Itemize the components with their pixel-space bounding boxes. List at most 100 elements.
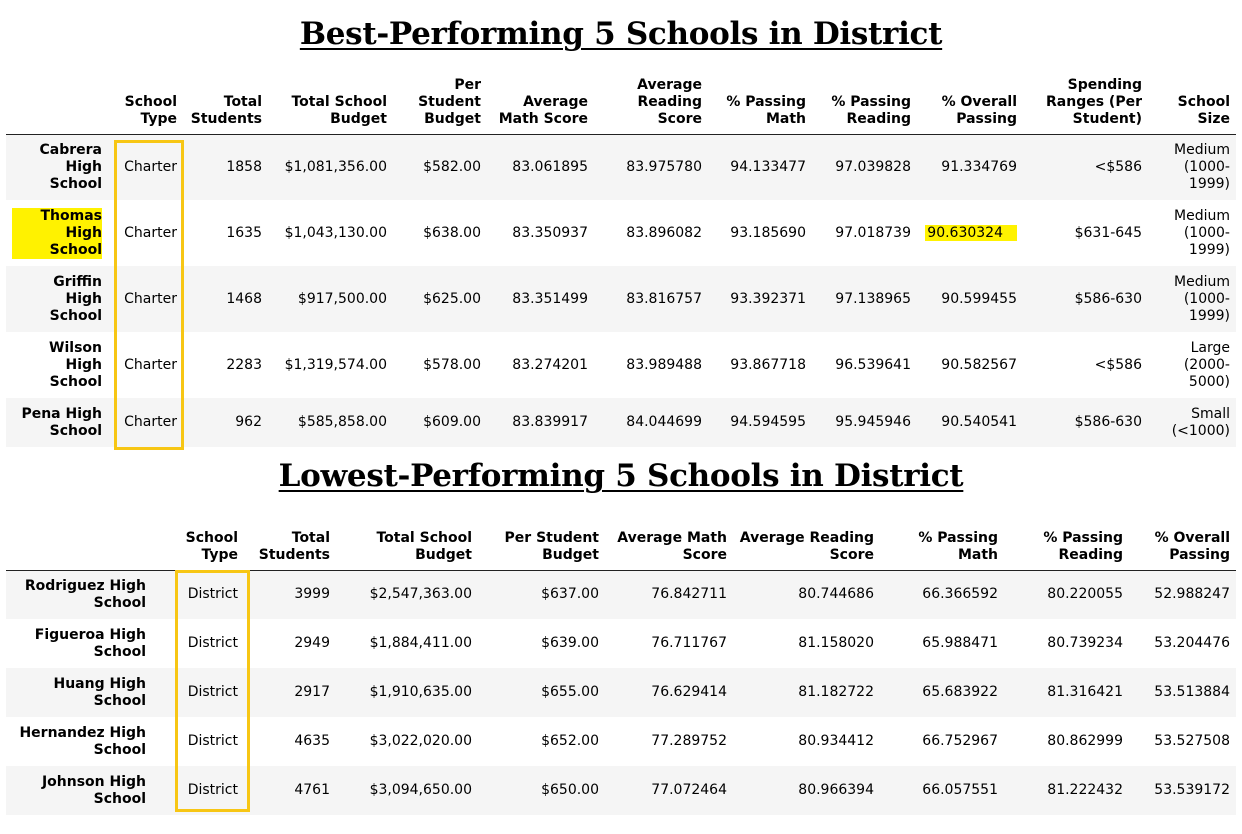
school-type: Charter xyxy=(124,414,177,430)
pct-passing-reading: 97.138965 xyxy=(835,290,911,307)
pct-overall-passing: 90.582567 xyxy=(941,356,1017,373)
table-row: Hernandez High School District 4635 $3,0… xyxy=(6,717,1236,766)
school-size: Medium (1000-1999) xyxy=(1174,207,1230,258)
column-header: % Overall Passing xyxy=(1154,529,1230,563)
pct-passing-reading: 97.018739 xyxy=(835,224,911,241)
per-student-budget: $652.00 xyxy=(541,733,599,749)
column-header: Average Math Score xyxy=(617,529,727,563)
avg-math-score: 83.061895 xyxy=(512,158,588,175)
avg-reading-score: 83.816757 xyxy=(626,290,702,307)
pct-passing-reading: 97.039828 xyxy=(835,158,911,175)
school-name: Cabrera High School xyxy=(39,141,103,192)
column-header: Total School Budget xyxy=(291,93,387,127)
pct-passing-reading: 96.539641 xyxy=(835,356,911,373)
avg-reading-score: 80.966394 xyxy=(798,782,874,798)
school-type: District xyxy=(187,733,238,749)
table-row: Johnson High School District 4761 $3,094… xyxy=(6,766,1236,815)
table-row: Pena High School Charter 962 $585,858.00… xyxy=(6,398,1236,447)
pct-passing-reading: 81.316421 xyxy=(1047,684,1123,700)
total-budget: $585,858.00 xyxy=(297,414,387,430)
school-type: Charter xyxy=(124,158,177,175)
table-header-row: School Type Total Students Total School … xyxy=(6,520,1236,570)
pct-passing-math: 94.594595 xyxy=(730,414,806,430)
school-name: Griffin High School xyxy=(49,273,102,324)
school-size: Medium (1000-1999) xyxy=(1174,141,1230,192)
avg-math-score: 77.289752 xyxy=(651,733,727,749)
bottom-table-title: Lowest-Performing 5 Schools in District xyxy=(278,458,964,494)
total-budget: $1,319,574.00 xyxy=(284,356,387,373)
school-type: District xyxy=(187,586,238,603)
school-name-cell: Thomas High School xyxy=(6,200,108,266)
avg-math-score: 83.274201 xyxy=(512,356,588,373)
table-row: Griffin High School Charter 1468 $917,50… xyxy=(6,266,1236,332)
column-header: Spending Ranges (Per Student) xyxy=(1046,76,1142,127)
school-name-highlighted: Thomas High School xyxy=(12,207,102,259)
total-budget: $1,043,130.00 xyxy=(284,224,387,241)
column-header: School Size xyxy=(1177,93,1230,127)
column-header: Total Students xyxy=(258,529,330,563)
column-header: School Type xyxy=(124,93,177,127)
school-name: Pena High School xyxy=(21,405,102,439)
pct-passing-math: 66.057551 xyxy=(922,782,998,798)
total-budget: $3,094,650.00 xyxy=(369,782,472,798)
total-budget: $917,500.00 xyxy=(297,290,387,307)
table-row: Wilson High School Charter 2283 $1,319,5… xyxy=(6,332,1236,398)
spending-range: <$586 xyxy=(1094,158,1142,175)
bottom-schools-table: School Type Total Students Total School … xyxy=(6,520,1236,815)
pct-overall-passing: 53.513884 xyxy=(1154,684,1230,700)
per-student-budget: $638.00 xyxy=(423,224,481,241)
pct-overall-passing: 53.204476 xyxy=(1154,635,1230,651)
column-header: Per Student Budget xyxy=(504,529,599,563)
table-header-row: School Type Total Students Total School … xyxy=(6,70,1236,134)
per-student-budget: $655.00 xyxy=(541,684,599,700)
index-header xyxy=(6,520,152,570)
total-students: 4635 xyxy=(294,733,330,749)
total-students: 2917 xyxy=(294,684,330,700)
total-students: 2283 xyxy=(226,356,262,373)
per-student-budget: $625.00 xyxy=(423,290,481,307)
pct-passing-reading: 81.222432 xyxy=(1047,782,1123,798)
total-students: 3999 xyxy=(294,586,330,603)
column-header: Total Students xyxy=(190,93,262,127)
pct-overall-passing: 53.527508 xyxy=(1154,733,1230,749)
column-header: School Type xyxy=(185,529,238,563)
per-student-budget: $609.00 xyxy=(423,414,481,430)
school-name: Figueroa High School xyxy=(34,626,146,660)
pct-passing-math: 94.133477 xyxy=(730,158,806,175)
total-students: 4761 xyxy=(294,782,330,798)
school-type: District xyxy=(187,782,238,798)
school-name: Johnson High School xyxy=(41,773,146,807)
pct-overall-passing-cell: 90.630324 xyxy=(917,200,1023,266)
avg-reading-score: 80.744686 xyxy=(798,586,874,603)
total-students: 1858 xyxy=(226,158,262,175)
total-students: 962 xyxy=(235,414,262,430)
pct-passing-reading: 95.945946 xyxy=(835,414,911,430)
total-budget: $1,910,635.00 xyxy=(369,684,472,700)
avg-reading-score: 83.989488 xyxy=(626,356,702,373)
pct-passing-math: 66.752967 xyxy=(922,733,998,749)
pct-passing-reading: 80.220055 xyxy=(1047,586,1123,603)
avg-reading-score: 83.975780 xyxy=(626,158,702,175)
spending-range: $631-645 xyxy=(1074,224,1142,241)
column-header: Average Reading Score xyxy=(739,529,874,563)
avg-reading-score: 81.182722 xyxy=(798,684,874,700)
school-size: Small (<1000) xyxy=(1171,405,1230,439)
avg-math-score: 77.072464 xyxy=(651,782,727,798)
avg-reading-score: 84.044699 xyxy=(626,414,702,430)
table-row: Thomas High School Charter 1635 $1,043,1… xyxy=(6,200,1236,266)
school-name: Rodriguez High School xyxy=(24,577,146,611)
column-header: Average Math Score xyxy=(498,93,588,127)
total-budget: $2,547,363.00 xyxy=(369,586,472,603)
table-row: Cabrera High School Charter 1858 $1,081,… xyxy=(6,134,1236,200)
column-header: % Passing Math xyxy=(918,529,998,563)
spending-range: $586-630 xyxy=(1074,414,1142,430)
index-header xyxy=(6,70,108,134)
school-type: Charter xyxy=(124,224,177,241)
column-header: % Overall Passing xyxy=(941,93,1017,127)
school-type: Charter xyxy=(124,290,177,307)
school-size: Large (2000-5000) xyxy=(1183,339,1230,390)
pct-passing-math: 65.683922 xyxy=(922,684,998,700)
column-header: Total School Budget xyxy=(376,529,472,563)
table-row: Rodriguez High School District 3999 $2,5… xyxy=(6,570,1236,619)
total-budget: $1,081,356.00 xyxy=(284,158,387,175)
